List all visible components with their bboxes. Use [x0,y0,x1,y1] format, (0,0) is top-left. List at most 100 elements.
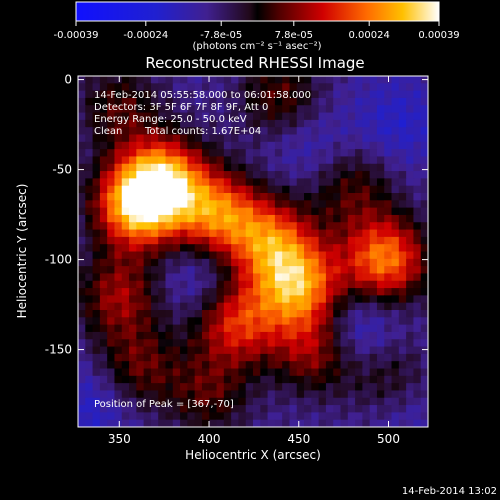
heatmap-cell [136,288,145,296]
heatmap-cell [143,361,152,370]
heatmap-cell [129,214,137,223]
heatmap-cell [274,222,283,231]
heatmap-cell [143,244,152,253]
heatmap-cell [304,405,312,413]
y-tick-label: -50 [52,163,72,177]
heatmap-cell [340,112,349,121]
heatmap-cell [121,251,130,260]
heatmap-cell [282,317,291,326]
heatmap-cell [289,251,298,260]
heatmap-cell [165,185,174,194]
heatmap-cell [231,112,240,121]
heatmap-cell [238,375,247,384]
heatmap-cell [362,90,371,99]
heatmap-cell [194,236,203,245]
heatmap-cell [201,171,210,179]
heatmap-cell [92,149,101,158]
heatmap-cell [216,149,225,158]
heatmap-cell [420,288,428,296]
heatmap-cell [347,280,356,289]
heatmap-cell [129,317,137,326]
heatmap-cell [209,339,218,348]
heatmap-cell [274,97,283,106]
colorbar-tick-label: -0.00039 [54,30,99,41]
heatmap-cell [362,149,371,158]
heatmap-cell [231,258,240,267]
heatmap-cell [406,97,415,106]
heatmap-cell [158,288,167,296]
heatmap-cell [406,127,415,136]
heatmap-cell [129,156,137,165]
heatmap-cell [398,97,407,106]
heatmap-cell [376,163,385,172]
heatmap-cell [150,90,159,99]
heatmap-cell [296,258,305,267]
heatmap-cell [143,97,152,106]
heatmap-cell [420,317,428,326]
heatmap-cell [311,244,320,253]
heatmap-cell [355,412,363,421]
heatmap-cell [413,310,422,318]
heatmap-cell [85,229,94,238]
annotation-time: 14-Feb-2014 05:55:58.000 to 06:01:58.000 [94,90,311,101]
heatmap-cell [143,258,152,267]
heatmap-cell [99,383,108,392]
heatmap-cell [384,280,393,289]
heatmap-cell [304,302,312,311]
heatmap-cell [223,258,232,267]
heatmap-cell [333,273,342,282]
heatmap-cell [238,302,247,311]
heatmap-cell [201,200,210,209]
heatmap-cell [99,310,108,318]
heatmap-cell [311,383,320,392]
heatmap-cell [296,339,305,348]
heatmap-cell [231,331,240,340]
heatmap-cell [216,331,225,340]
heatmap-cell [325,280,334,289]
heatmap-cell [304,375,312,384]
heatmap-cell [289,288,298,296]
heatmap-cell [231,419,240,427]
heatmap-cell [406,368,415,377]
heatmap-cell [99,361,108,370]
heatmap-cell [231,83,240,92]
heatmap-cell [391,149,400,158]
heatmap-cell [209,236,218,245]
heatmap-cell [267,171,276,179]
heatmap-cell [150,83,159,92]
heatmap-cell [165,83,174,92]
heatmap-cell [158,229,167,238]
heatmap-cell [231,375,240,384]
heatmap-cell [384,149,393,158]
heatmap-cell [304,346,312,355]
heatmap-cell [165,141,174,150]
heatmap-cell [187,141,196,150]
heatmap-cell [398,119,407,128]
heatmap-cell [274,324,283,333]
heatmap-cell [347,383,356,392]
heatmap-cell [369,258,378,267]
heatmap-cell [391,419,400,427]
heatmap-cell [311,288,320,296]
heatmap-cell [289,156,298,165]
heatmap-cell [180,112,188,121]
heatmap-cell [325,141,334,150]
heatmap-cell [253,119,261,128]
heatmap-cell [282,280,291,289]
heatmap-cell [165,178,174,187]
heatmap-cell [318,214,327,223]
heatmap-cell [362,368,371,377]
heatmap-cell [129,405,137,413]
heatmap-cell [194,112,203,121]
heatmap-cell [107,105,116,114]
heatmap-cell [209,156,218,165]
heatmap-cell [209,331,218,340]
heatmap-cell [318,397,327,406]
heatmap-cell [201,317,210,326]
heatmap-cell [165,134,174,143]
heatmap-cell [384,390,393,399]
heatmap-cell [325,214,334,223]
heatmap-cell [289,383,298,392]
heatmap-cell [274,134,283,143]
heatmap-cell [420,375,428,384]
